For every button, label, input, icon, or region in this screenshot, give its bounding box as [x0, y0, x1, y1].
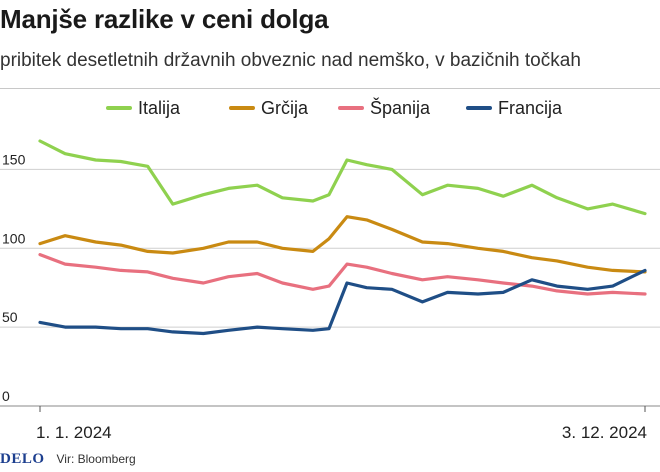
legend-label: Grčija: [261, 98, 309, 118]
y-tick-label: 150: [2, 151, 26, 167]
y-tick-label: 100: [2, 230, 26, 246]
legend-label: Španija: [370, 97, 431, 118]
x-tick-label: 1. 1. 2024: [36, 423, 112, 442]
delo-logo: DELO: [0, 450, 45, 467]
legend-label: Italija: [138, 98, 181, 118]
chart-title: Manjše razlike v ceni dolga: [0, 4, 329, 34]
y-tick-label: 0: [2, 388, 10, 404]
chart-subtitle: pribitek desetletnih državnih obveznic n…: [0, 50, 581, 71]
series-line-francija: [38, 268, 647, 336]
series-line-italija: [38, 139, 647, 216]
legend-label: Francija: [498, 98, 563, 118]
x-tick-label: 3. 12. 2024: [562, 423, 647, 442]
legend: Italija Grčija Španija Francija: [106, 97, 563, 118]
source-note: Vir: Bloomberg: [56, 452, 136, 466]
footer: DELO Vir: Bloomberg: [0, 446, 660, 472]
axes: 0 50 100 150 1. 1. 2024 3. 12. 2024: [0, 151, 660, 442]
series-lines: [38, 139, 647, 336]
header-divider: [0, 88, 660, 89]
series-line-španija: [38, 253, 647, 296]
line-chart: 0 50 100 150 1. 1. 2024 3. 12. 2024 Italija Gr…: [0, 97, 660, 442]
y-tick-label: 50: [2, 309, 18, 325]
series-line-grčija: [38, 215, 647, 274]
